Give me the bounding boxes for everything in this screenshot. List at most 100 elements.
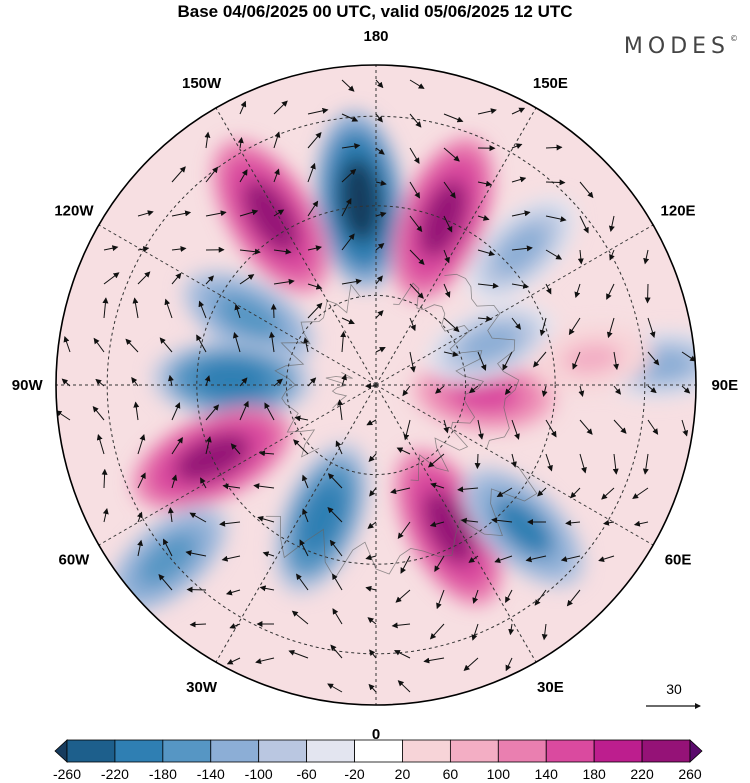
colorbar-segment (162, 739, 212, 763)
wind-vector (477, 315, 493, 322)
colorbar-label: 220 (630, 766, 654, 782)
longitude-label: 150W (182, 75, 222, 92)
wind-vector (443, 317, 460, 333)
wind-vector (409, 249, 425, 266)
wind-vector (205, 166, 219, 183)
wind-vector (397, 521, 411, 540)
wind-vector (511, 245, 533, 252)
colorbar-segment (449, 739, 499, 763)
wind-vector (189, 621, 207, 628)
wind-vector (327, 473, 343, 489)
wind-vector (409, 215, 423, 233)
colorbar-label: -60 (296, 766, 316, 782)
wind-vector (568, 317, 581, 336)
anomaly-blob (299, 482, 345, 555)
brand-name: MODES (623, 34, 730, 59)
wind-vector (330, 644, 343, 659)
anomaly-blob (449, 376, 520, 413)
wind-vector (125, 338, 139, 353)
longitude-label: 60W (59, 551, 91, 568)
wind-vector (335, 440, 343, 455)
map-title: Base 04/06/2025 00 UTC, valid 05/06/2025… (177, 2, 573, 21)
wind-vector (307, 283, 323, 290)
wind-vector (171, 210, 192, 217)
longitude-label: 30W (186, 679, 218, 696)
wind-vector (402, 385, 411, 397)
wind-vector (273, 209, 285, 217)
wind-vector (337, 399, 344, 421)
colorbar-label: 60 (443, 766, 459, 782)
wind-vector (264, 402, 275, 421)
wind-vector (137, 539, 144, 557)
longitude-label: 90W (12, 377, 44, 394)
wind-vector (565, 519, 581, 526)
wind-vector (299, 539, 309, 557)
wind-vector (171, 474, 178, 489)
wind-vector (307, 377, 317, 387)
wind-vector (239, 274, 255, 285)
anomaly-blob (242, 180, 299, 254)
meridian (375, 384, 654, 546)
wind-vector (159, 337, 173, 353)
colorbar-segment (641, 739, 691, 763)
colorbar-segment (258, 739, 308, 763)
parallel (285, 294, 467, 476)
wind-vector (133, 401, 140, 421)
wind-vector (409, 113, 422, 128)
wind-vector (477, 282, 499, 289)
wind-vector (332, 573, 343, 591)
wind-vector (171, 436, 183, 455)
anomaly-blob (193, 360, 271, 400)
vector-scale-label: 30 (666, 681, 682, 697)
wind-vector (579, 215, 589, 234)
wind-vector (303, 337, 309, 353)
wind-vector (103, 245, 119, 252)
wind-vector (477, 108, 497, 115)
wind-vector (205, 436, 212, 455)
wind-vector (545, 144, 563, 151)
wind-vector (545, 283, 552, 295)
wind-vector (375, 211, 387, 218)
colorbar-segment (354, 739, 403, 763)
meridian (375, 107, 537, 386)
wind-vector (474, 453, 481, 470)
colorbar-label: -180 (149, 766, 177, 782)
colorbar-segment (402, 739, 451, 763)
wind-vector (579, 453, 587, 474)
colorbar-label: -100 (245, 766, 273, 782)
wind-vector (566, 589, 581, 607)
wind-vector (375, 242, 385, 251)
wind-vector (375, 275, 383, 285)
colorbar-segment (306, 739, 355, 763)
wind-vector (239, 209, 259, 217)
wind-vector (365, 585, 377, 592)
wind-vector (400, 555, 411, 574)
wind-vector (269, 331, 275, 353)
wind-vector (258, 450, 275, 457)
wind-vector (294, 415, 309, 422)
wind-vector (226, 657, 241, 665)
wind-vector (302, 474, 309, 489)
wind-vector (633, 520, 649, 527)
wind-vector (477, 215, 490, 221)
wind-vector (368, 683, 377, 693)
wind-vector (430, 482, 445, 489)
wind-vector (477, 419, 484, 440)
wind-vector (429, 623, 445, 640)
wind-vector (443, 215, 453, 233)
wind-vector (137, 472, 146, 489)
longitude-label: 90E (711, 377, 738, 394)
coastline (325, 372, 353, 409)
meridian (215, 384, 377, 663)
wind-vector (642, 453, 649, 475)
wind-vector (457, 486, 479, 493)
meridian (375, 224, 654, 386)
wind-vector (61, 378, 71, 387)
wind-vector (63, 335, 71, 353)
wind-vector (341, 143, 361, 150)
colorbar-label: 100 (487, 766, 511, 782)
wind-vector (189, 512, 207, 523)
wind-vector (329, 539, 343, 557)
wind-vector (164, 298, 173, 319)
wind-vector (394, 650, 411, 659)
